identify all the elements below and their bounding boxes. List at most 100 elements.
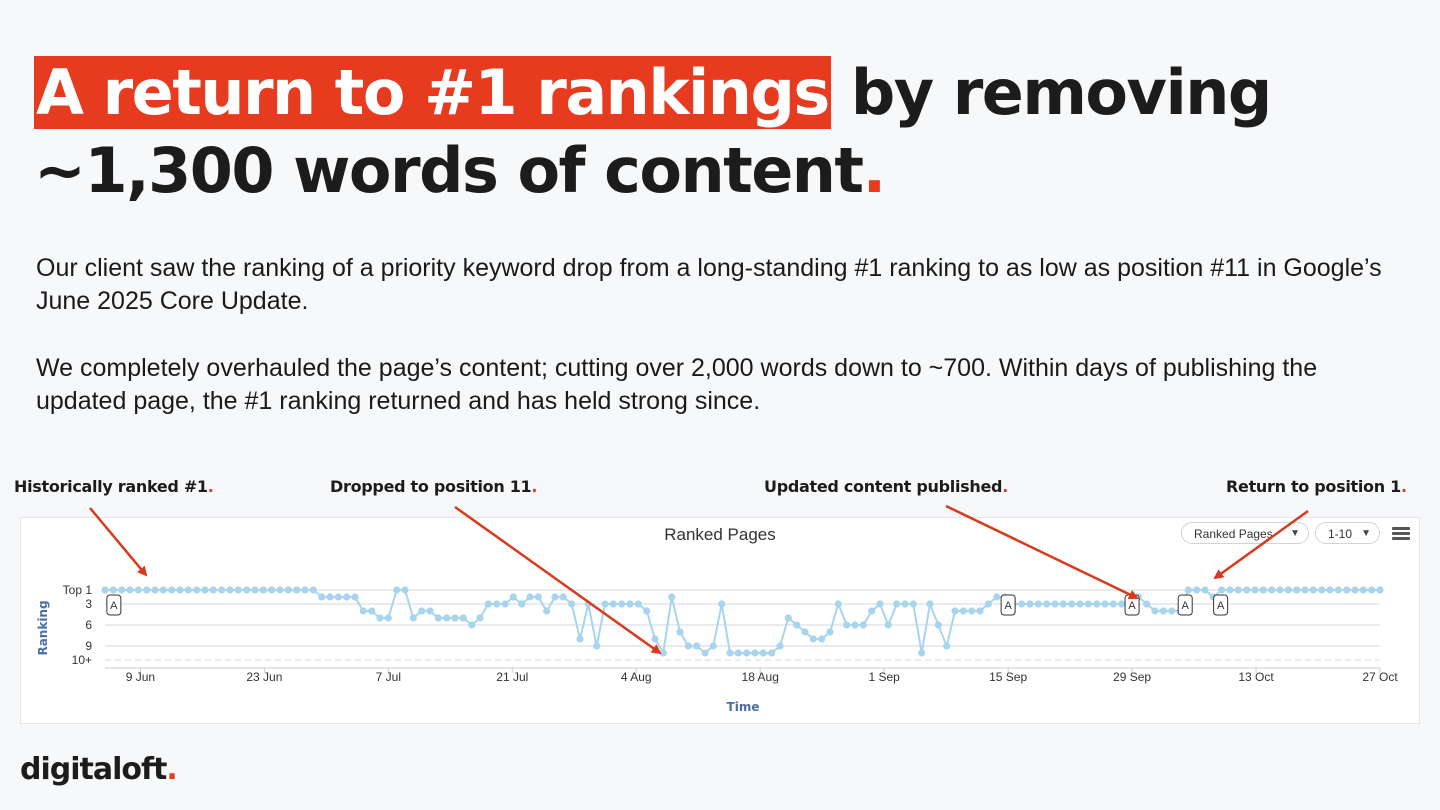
data-point[interactable]: [243, 586, 251, 594]
data-point[interactable]: [968, 607, 976, 615]
data-point[interactable]: [201, 586, 209, 594]
data-point[interactable]: [659, 649, 667, 657]
data-point[interactable]: [359, 607, 367, 615]
data-point[interactable]: [459, 614, 467, 622]
annotation-marker[interactable]: A: [1213, 594, 1229, 616]
data-point[interactable]: [1376, 586, 1384, 594]
data-point[interactable]: [1151, 607, 1159, 615]
data-point[interactable]: [226, 586, 234, 594]
data-point[interactable]: [426, 607, 434, 615]
data-point[interactable]: [951, 607, 959, 615]
data-point[interactable]: [1201, 586, 1209, 594]
data-point[interactable]: [784, 614, 792, 622]
data-point[interactable]: [484, 600, 492, 608]
data-point[interactable]: [609, 600, 617, 608]
data-point[interactable]: [351, 593, 359, 601]
data-point[interactable]: [376, 614, 384, 622]
data-point[interactable]: [709, 642, 717, 650]
data-point[interactable]: [718, 600, 726, 608]
data-point[interactable]: [1226, 586, 1234, 594]
data-point[interactable]: [268, 586, 276, 594]
data-point[interactable]: [593, 642, 601, 650]
data-point[interactable]: [943, 642, 951, 650]
data-point[interactable]: [1076, 600, 1084, 608]
data-point[interactable]: [251, 586, 259, 594]
data-point[interactable]: [293, 586, 301, 594]
data-point[interactable]: [576, 635, 584, 643]
data-point[interactable]: [876, 600, 884, 608]
data-point[interactable]: [143, 586, 151, 594]
data-point[interactable]: [1193, 586, 1201, 594]
data-point[interactable]: [934, 621, 942, 629]
data-point[interactable]: [959, 607, 967, 615]
data-point[interactable]: [893, 600, 901, 608]
data-point[interactable]: [834, 600, 842, 608]
data-point[interactable]: [168, 586, 176, 594]
data-point[interactable]: [284, 586, 292, 594]
data-point[interactable]: [693, 642, 701, 650]
data-point[interactable]: [634, 600, 642, 608]
data-point[interactable]: [759, 649, 767, 657]
data-point[interactable]: [701, 649, 709, 657]
data-point[interactable]: [559, 593, 567, 601]
data-point[interactable]: [159, 586, 167, 594]
data-point[interactable]: [184, 586, 192, 594]
data-point[interactable]: [1168, 607, 1176, 615]
data-point[interactable]: [684, 642, 692, 650]
data-point[interactable]: [984, 600, 992, 608]
data-point[interactable]: [543, 607, 551, 615]
data-point[interactable]: [526, 593, 534, 601]
data-point[interactable]: [401, 586, 409, 594]
data-point[interactable]: [318, 593, 326, 601]
data-point[interactable]: [643, 607, 651, 615]
data-point[interactable]: [618, 600, 626, 608]
data-point[interactable]: [209, 586, 217, 594]
data-point[interactable]: [1051, 600, 1059, 608]
data-point[interactable]: [393, 586, 401, 594]
data-point[interactable]: [301, 586, 309, 594]
data-point[interactable]: [809, 635, 817, 643]
data-point[interactable]: [1309, 586, 1317, 594]
data-point[interactable]: [259, 586, 267, 594]
data-point[interactable]: [1084, 600, 1092, 608]
data-point[interactable]: [976, 607, 984, 615]
data-point[interactable]: [1368, 586, 1376, 594]
hamburger-menu-icon[interactable]: [1392, 527, 1410, 541]
data-point[interactable]: [501, 600, 509, 608]
range-dropdown[interactable]: 1-10 ▼: [1315, 522, 1380, 544]
data-point[interactable]: [1218, 586, 1226, 594]
data-point[interactable]: [851, 621, 859, 629]
data-point[interactable]: [626, 600, 634, 608]
data-point[interactable]: [193, 586, 201, 594]
data-point[interactable]: [676, 628, 684, 636]
data-point[interactable]: [734, 649, 742, 657]
data-point[interactable]: [476, 614, 484, 622]
data-point[interactable]: [1343, 586, 1351, 594]
data-point[interactable]: [993, 593, 1001, 601]
data-point[interactable]: [1259, 586, 1267, 594]
data-point[interactable]: [726, 649, 734, 657]
data-point[interactable]: [409, 614, 417, 622]
data-point[interactable]: [1359, 586, 1367, 594]
data-point[interactable]: [1059, 600, 1067, 608]
data-point[interactable]: [493, 600, 501, 608]
data-point[interactable]: [1284, 586, 1292, 594]
data-point[interactable]: [176, 586, 184, 594]
data-point[interactable]: [918, 649, 926, 657]
data-point[interactable]: [343, 593, 351, 601]
data-point[interactable]: [276, 586, 284, 594]
data-point[interactable]: [1118, 600, 1126, 608]
data-point[interactable]: [1184, 586, 1192, 594]
data-point[interactable]: [326, 593, 334, 601]
data-point[interactable]: [1159, 607, 1167, 615]
data-point[interactable]: [334, 593, 342, 601]
data-point[interactable]: [1351, 586, 1359, 594]
data-point[interactable]: [1018, 600, 1026, 608]
data-point[interactable]: [101, 586, 109, 594]
data-point[interactable]: [793, 621, 801, 629]
data-point[interactable]: [743, 649, 751, 657]
data-point[interactable]: [418, 607, 426, 615]
data-point[interactable]: [818, 635, 826, 643]
data-point[interactable]: [926, 600, 934, 608]
data-point[interactable]: [1268, 586, 1276, 594]
